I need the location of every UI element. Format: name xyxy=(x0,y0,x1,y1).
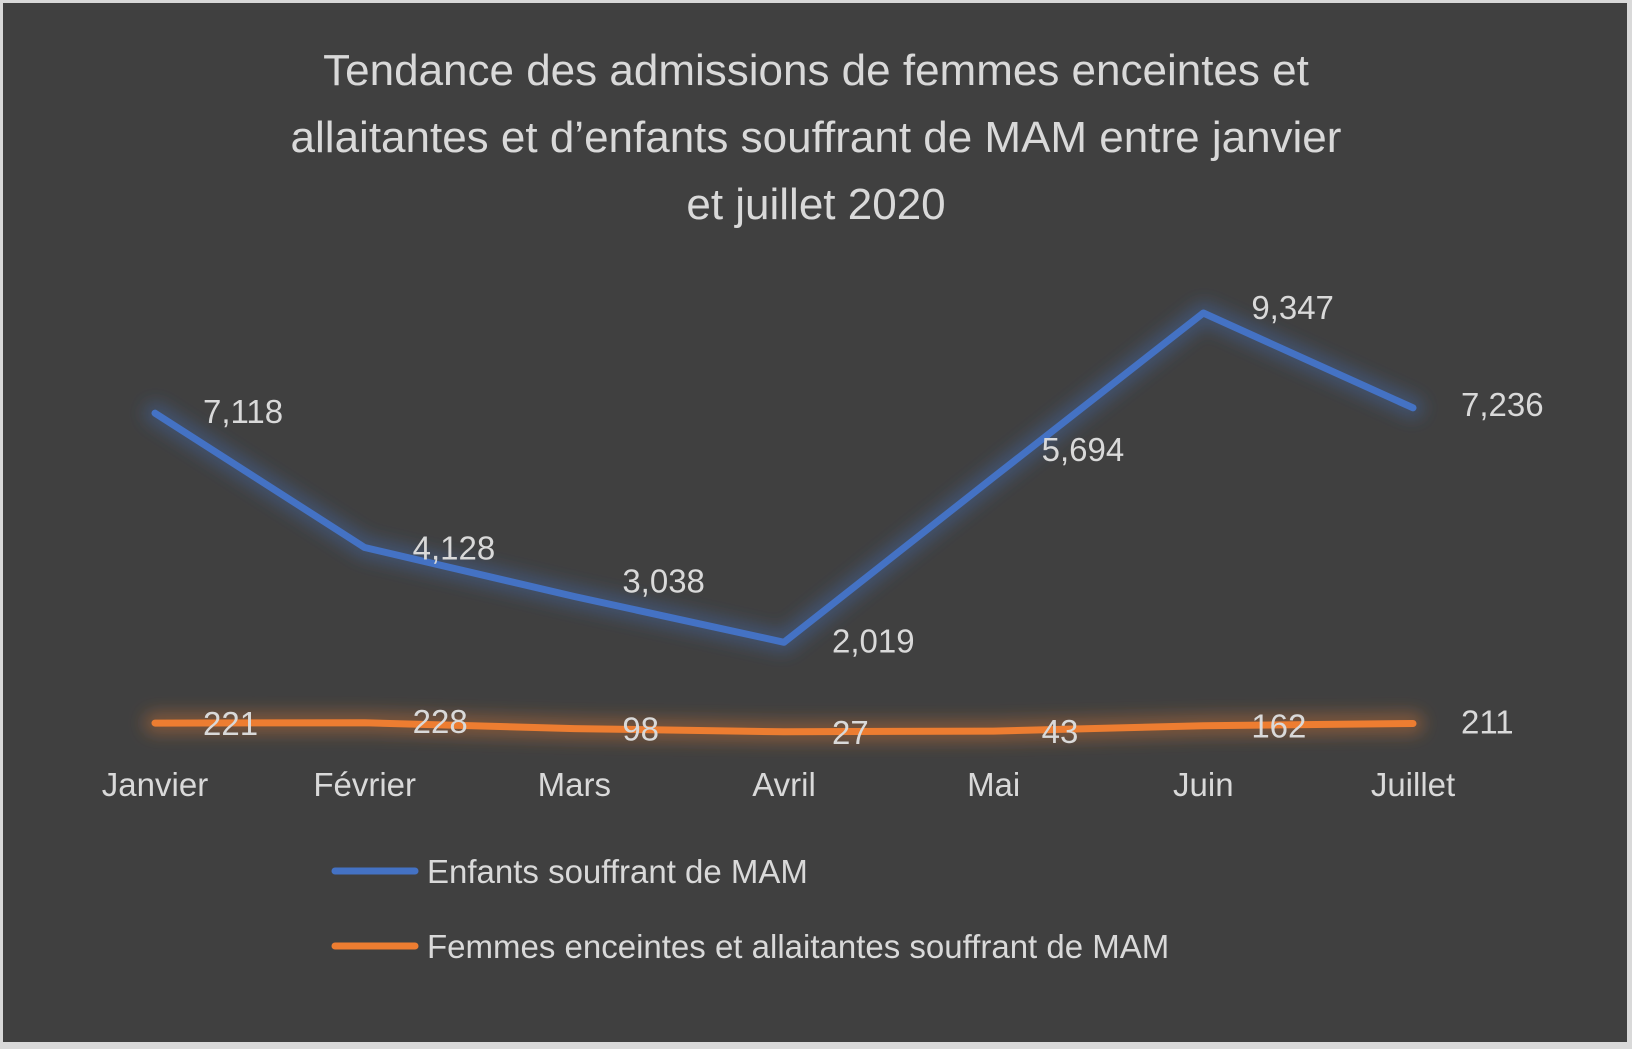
x-tick-label: Janvier xyxy=(102,766,208,803)
x-tick-label: Février xyxy=(313,766,416,803)
legend-item[interactable]: Enfants souffrant de MAM xyxy=(331,853,808,890)
chart-title-line-1: Tendance des admissions de femmes encein… xyxy=(323,46,1309,95)
data-label: 228 xyxy=(413,703,468,740)
chart-panel: Tendance des admissions de femmes encein… xyxy=(3,3,1627,1042)
data-label: 211 xyxy=(1461,704,1514,741)
series-line-enfants xyxy=(151,309,1417,646)
series-line-femmes xyxy=(151,719,1417,736)
x-tick-label: Mars xyxy=(538,766,611,803)
data-label: 9,347 xyxy=(1251,289,1334,326)
legend-label: Enfants souffrant de MAM xyxy=(427,853,808,890)
series-glow-1 xyxy=(144,302,1424,654)
data-label: 2,019 xyxy=(832,622,915,659)
data-labels: 7,118 4,128 3,038 2,019 5,694 9,347 7,236 221 22… xyxy=(203,289,1544,751)
data-label: 3,038 xyxy=(622,562,705,599)
data-label: 98 xyxy=(622,711,659,748)
data-label: 27 xyxy=(832,714,869,751)
data-label: 162 xyxy=(1251,708,1306,745)
data-label: 221 xyxy=(203,705,258,742)
legend-label: Femmes enceintes et allaitantes souffran… xyxy=(427,928,1169,965)
x-axis: Janvier Février Mars Avril Mai Juin Juillet xyxy=(102,766,1455,803)
data-label: 4,128 xyxy=(413,530,496,567)
x-tick-label: Juillet xyxy=(1371,766,1455,803)
data-label: 7,118 xyxy=(203,393,283,430)
x-tick-label: Mai xyxy=(967,766,1020,803)
legend: Enfants souffrant de MAM Femmes enceintes… xyxy=(331,853,1169,965)
x-tick-label: Juin xyxy=(1173,766,1234,803)
data-label: 43 xyxy=(1042,713,1079,750)
x-tick-label: Avril xyxy=(752,766,816,803)
data-label: 5,694 xyxy=(1042,431,1125,468)
line-chart: Tendance des admissions de femmes encein… xyxy=(102,46,1544,965)
chart-title-line-2: allaitantes et d’enfants souffrant de MA… xyxy=(291,113,1342,162)
series-layer xyxy=(144,302,1424,743)
data-label: 7,236 xyxy=(1461,386,1544,423)
chart-title: Tendance des admissions de femmes encein… xyxy=(291,46,1342,229)
chart-title-line-3: et juillet 2020 xyxy=(686,180,945,229)
legend-item[interactable]: Femmes enceintes et allaitantes souffran… xyxy=(331,928,1169,965)
